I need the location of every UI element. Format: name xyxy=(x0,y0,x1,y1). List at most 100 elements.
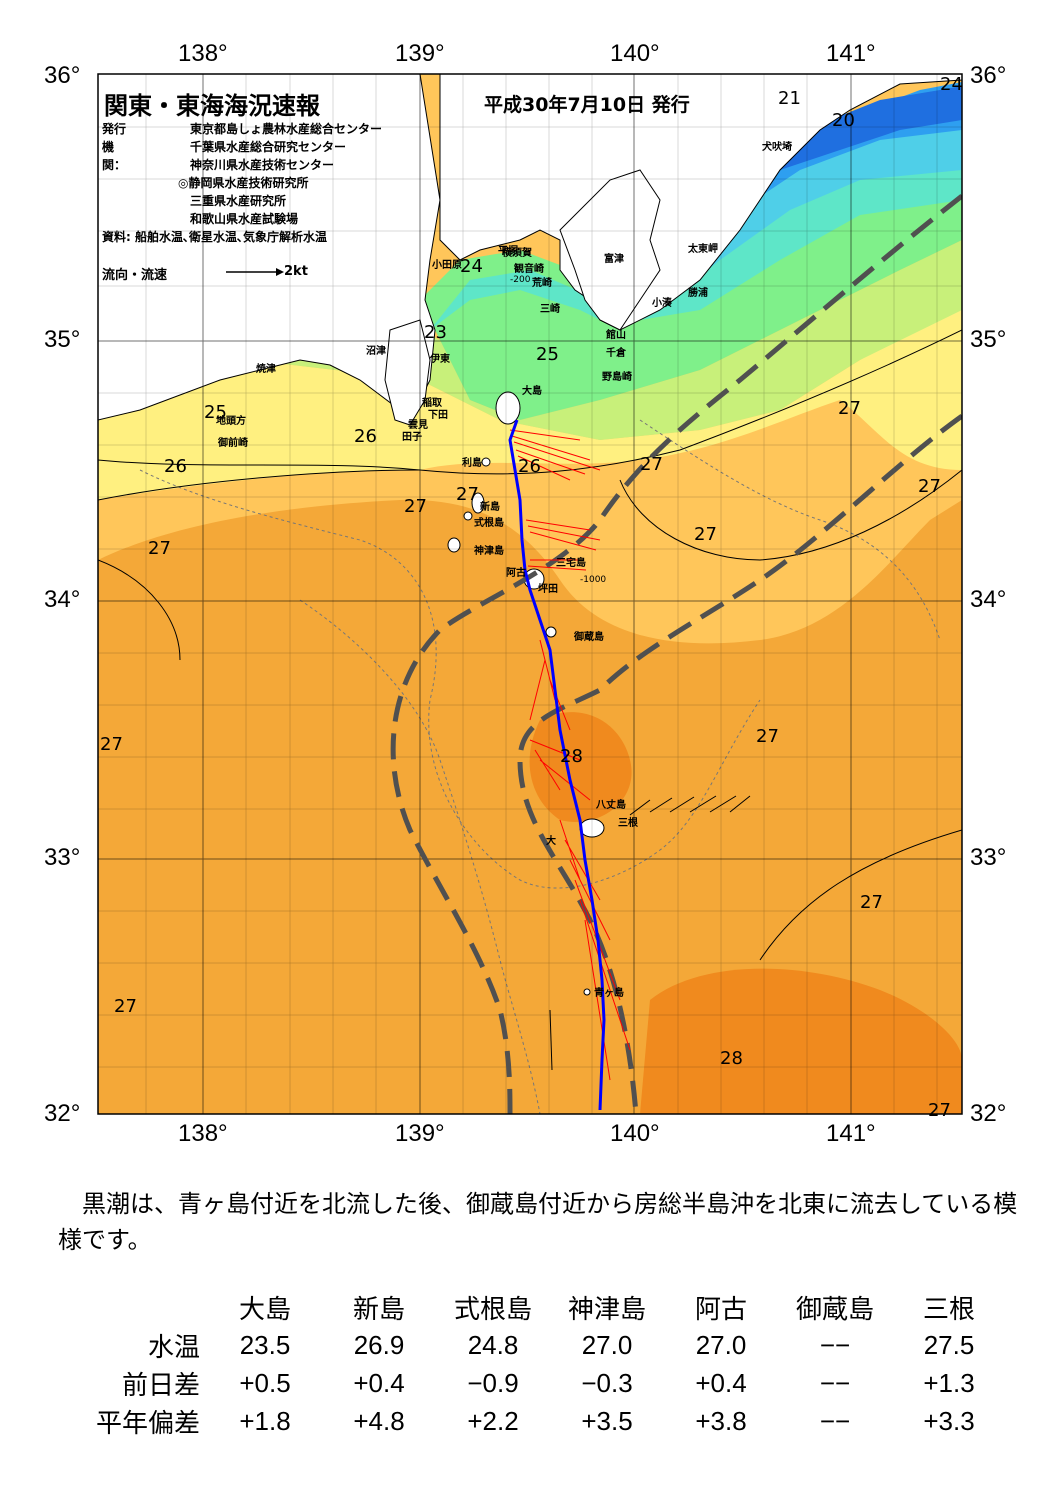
place-name-label: 神津島 xyxy=(474,544,504,557)
issuer-item: 東京都島しょ農林水産総合センター xyxy=(190,122,383,136)
table-cell: +1.3 xyxy=(923,1367,975,1398)
place-name-label: 雲見 xyxy=(408,419,428,431)
place-name-label: 千倉 xyxy=(606,346,627,359)
table-cell: −− xyxy=(819,1367,851,1398)
table-cell: 27.0 xyxy=(581,1329,633,1360)
table-row-label: 前日差 xyxy=(121,1369,200,1400)
table-header-row: 大島 新島 式根島 神津島 阿古 御蔵島 三根 xyxy=(62,1288,1006,1326)
sst-label: 27 xyxy=(114,996,137,1017)
issuer-list: 東京都島しょ農林水産総合センター 千葉県水産総合研究センター 神奈川県水産技術セ… xyxy=(178,120,383,228)
place-name-label: 大島 xyxy=(522,384,542,397)
kuroshio-axis-outer xyxy=(390,194,962,1114)
issuer-label: 発行機関： xyxy=(102,122,127,172)
sst-region-23 xyxy=(430,160,962,330)
table-cell: +4.8 xyxy=(353,1405,405,1436)
lon-label-top: 141° xyxy=(826,40,876,67)
sst-label: 27 xyxy=(100,734,123,755)
table-cell: −− xyxy=(819,1405,851,1436)
sst-label: 24 xyxy=(460,256,483,277)
land-honshu-west xyxy=(98,74,441,421)
lon-label-top: 139° xyxy=(395,40,445,67)
land-izu xyxy=(384,319,431,426)
sst-label: 25 xyxy=(536,344,559,365)
table-col-header: 新島 xyxy=(352,1293,405,1324)
place-name-label: 下田 xyxy=(428,409,448,421)
table-col-header: 式根島 xyxy=(453,1293,532,1324)
issuer-item: 千葉県水産総合研究センター xyxy=(190,140,347,154)
table-cell: −0.9 xyxy=(467,1367,519,1398)
sst-label: 26 xyxy=(164,456,187,477)
sst-label: 27 xyxy=(928,1100,951,1121)
place-name-label: 伊東 xyxy=(429,352,450,365)
table-cell: −− xyxy=(819,1329,851,1360)
sst-region-25 xyxy=(98,240,962,440)
table-cell: 26.9 xyxy=(353,1329,405,1360)
table-row-label: 平年偏差 xyxy=(95,1407,200,1438)
sst-label: 27 xyxy=(404,496,427,517)
isotherm-line xyxy=(98,329,962,475)
table-cell: +2.2 xyxy=(467,1405,519,1436)
place-name-label: 三根 xyxy=(618,816,638,829)
place-name-label: 八丈島 xyxy=(595,798,626,811)
table-cell: 23.5 xyxy=(239,1329,291,1360)
table-cell: +3.8 xyxy=(695,1405,747,1436)
place-name-label: 地頭方 xyxy=(216,414,246,427)
sst-region-28b xyxy=(529,712,632,822)
kuroshio-axis-inner xyxy=(517,413,962,1114)
sst-label: 27 xyxy=(838,398,861,419)
depth-contour xyxy=(639,419,941,641)
lon-label-top: 138° xyxy=(178,40,228,67)
place-name-label: 御前崎 xyxy=(217,436,248,449)
table-col-header: 御蔵島 xyxy=(795,1293,874,1324)
lon-label-bottom: 139° xyxy=(395,1120,445,1147)
sst-label: 27 xyxy=(640,454,663,475)
issue-date: 平成30年7月10日 発行 xyxy=(484,94,690,116)
place-name-label: 富津 xyxy=(604,252,624,265)
place-name-label: 館山 xyxy=(605,328,626,341)
sst-map: 大島 利島 新島 式根島 神津島 三宅島 阿古 坪田 御蔵島 八丈島 三根大青ヶ島 稲取 下田 雲見 田子 沼… xyxy=(97,73,963,1121)
place-name-label: 横須賀 xyxy=(502,246,532,259)
issuer-item: 神奈川県水産技術センター xyxy=(190,158,335,172)
current-vector xyxy=(509,429,601,481)
table-col-header: 三根 xyxy=(922,1293,975,1324)
table-row-label: 水温 xyxy=(147,1331,200,1362)
place-name-label: 御蔵島 xyxy=(573,630,604,643)
island-shikinejima xyxy=(463,511,473,521)
sst-region-28 xyxy=(640,968,962,1114)
place-name-label: 小湊 xyxy=(651,296,673,309)
table-cell: 27.0 xyxy=(695,1329,747,1360)
sst-label: 27 xyxy=(694,524,717,545)
depth-label: -200 xyxy=(510,275,531,285)
lat-label-right: 34° xyxy=(970,586,1007,613)
current-vector xyxy=(529,739,591,801)
isotherm-line xyxy=(98,469,421,501)
lat-label-right: 32° xyxy=(970,1100,1007,1127)
sst-label: 23 xyxy=(424,322,447,343)
summary-text: 黒潮は、青ヶ島付近を北流した後、御蔵島付近から房総半島沖を北東に流去している模様… xyxy=(58,1190,1018,1254)
lon-label-bottom: 140° xyxy=(610,1120,660,1147)
place-name-label: 荒崎 xyxy=(531,276,552,289)
current-vector-black xyxy=(549,1009,553,1071)
place-name-label: 青ヶ島 xyxy=(594,986,624,999)
lat-label-left: 36° xyxy=(44,62,81,89)
table-cell: +3.3 xyxy=(923,1405,975,1436)
sst-label: 21 xyxy=(778,88,801,109)
place-name-label: 利島 xyxy=(462,456,482,469)
table-col-header: 神津島 xyxy=(567,1293,646,1324)
lat-label-right: 35° xyxy=(970,326,1007,353)
island-toshima xyxy=(481,457,491,467)
lon-label-top: 140° xyxy=(610,40,660,67)
legend-label: 流向・流速 xyxy=(102,268,168,283)
data-source: 資料: 船舶水温､衛星水温､気象庁解析水温 xyxy=(102,230,327,244)
map-title: 関東・東海海況速報 xyxy=(104,92,320,120)
lat-label-right: 36° xyxy=(970,62,1007,89)
table-col-header: 大島 xyxy=(238,1293,291,1324)
ship-track xyxy=(508,419,606,1111)
lat-label-right: 33° xyxy=(970,844,1007,871)
table-cell: 24.8 xyxy=(467,1329,519,1360)
table-cell: +1.8 xyxy=(239,1405,291,1436)
sst-label: 26 xyxy=(518,456,541,477)
place-name-label: 勝浦 xyxy=(688,286,708,299)
sst-region-26 xyxy=(98,300,962,500)
place-name-label: 大 xyxy=(546,834,556,847)
